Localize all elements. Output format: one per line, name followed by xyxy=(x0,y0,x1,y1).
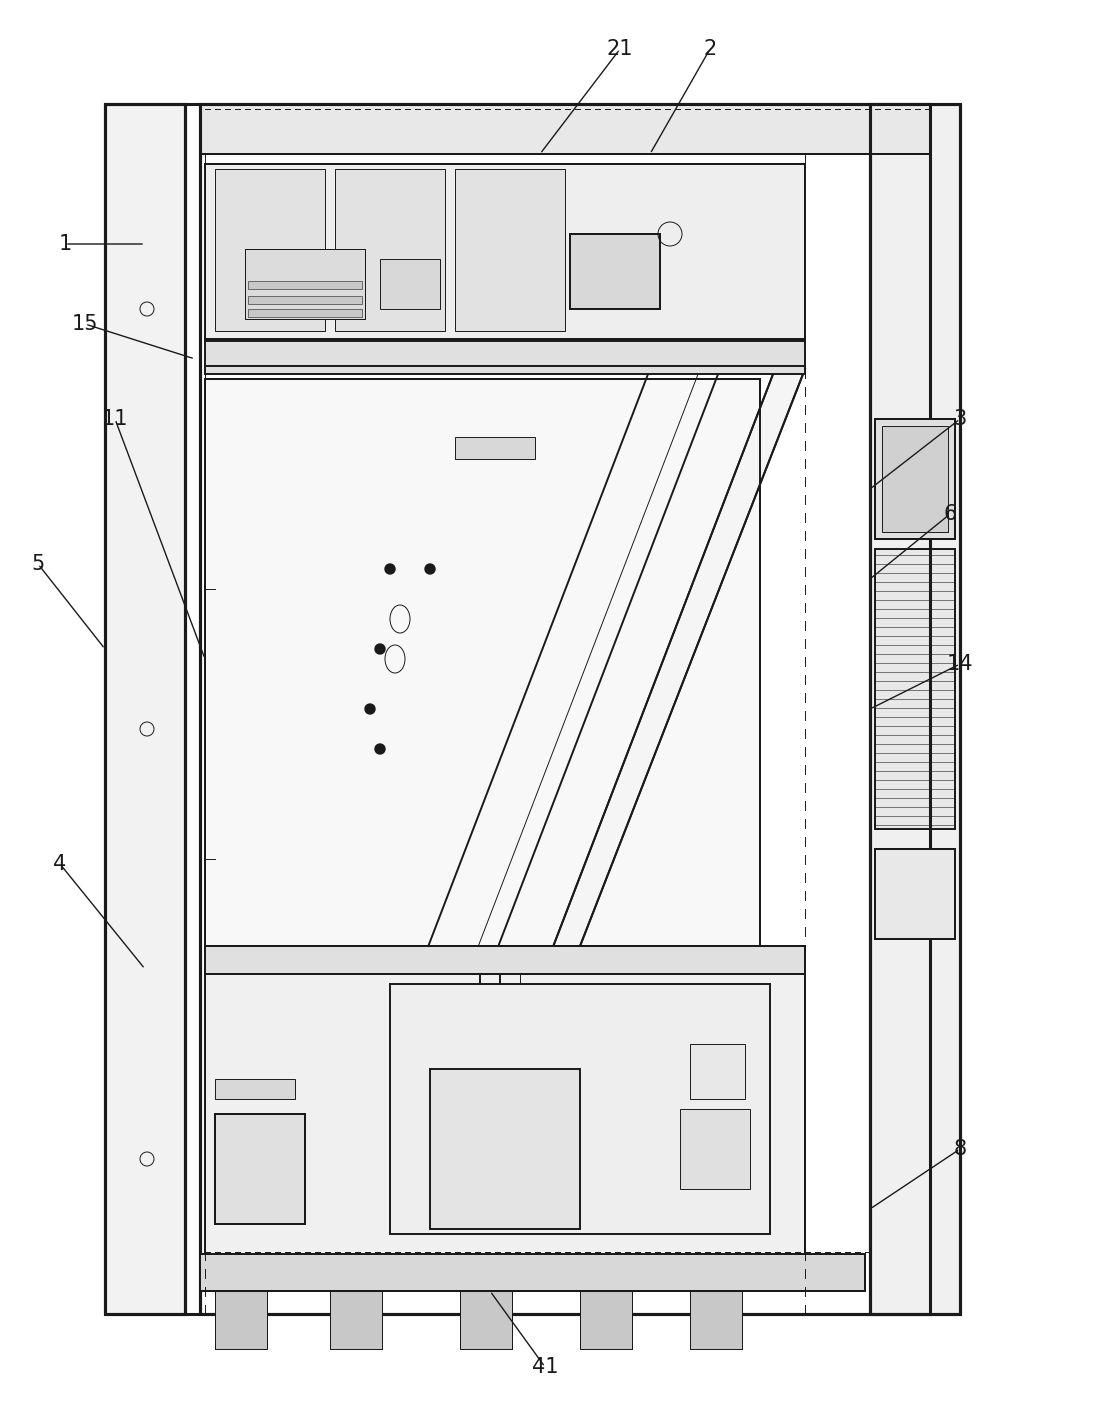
Circle shape xyxy=(385,564,395,573)
Bar xyxy=(205,379,760,950)
Text: 5: 5 xyxy=(31,554,44,573)
Bar xyxy=(875,418,955,540)
Bar xyxy=(245,249,365,318)
Bar xyxy=(875,850,955,938)
Bar xyxy=(199,104,930,1315)
Text: 41: 41 xyxy=(532,1357,559,1377)
Bar xyxy=(205,163,804,340)
Bar xyxy=(580,1291,633,1348)
Bar xyxy=(430,1069,580,1229)
Bar xyxy=(215,169,325,331)
Bar xyxy=(199,104,930,1315)
Text: 2: 2 xyxy=(703,39,716,59)
Text: 1: 1 xyxy=(58,234,72,254)
Bar xyxy=(215,1079,295,1099)
Circle shape xyxy=(365,704,375,714)
Bar xyxy=(390,983,770,1234)
Text: 21: 21 xyxy=(607,39,634,59)
Bar xyxy=(460,1291,512,1348)
Bar xyxy=(869,104,960,1315)
Bar xyxy=(690,1291,742,1348)
Bar xyxy=(199,1254,865,1291)
Bar xyxy=(570,234,660,309)
Circle shape xyxy=(425,564,435,573)
Bar xyxy=(570,234,660,309)
Bar xyxy=(205,163,804,340)
Bar xyxy=(205,974,804,1254)
Bar xyxy=(248,296,361,304)
Text: 15: 15 xyxy=(72,314,98,334)
Polygon shape xyxy=(435,369,804,1254)
Text: 8: 8 xyxy=(953,1138,966,1160)
Bar xyxy=(205,974,804,1254)
Bar xyxy=(205,945,804,974)
Bar xyxy=(329,1291,382,1348)
Text: 6: 6 xyxy=(943,504,957,524)
Bar xyxy=(105,104,185,1315)
Bar xyxy=(875,418,955,540)
Bar xyxy=(248,280,361,289)
Bar xyxy=(245,249,365,318)
Bar xyxy=(455,437,534,459)
Bar xyxy=(460,1291,512,1348)
Bar xyxy=(205,366,804,373)
Circle shape xyxy=(375,644,385,654)
Bar xyxy=(875,550,955,828)
Bar xyxy=(869,104,960,1315)
Bar xyxy=(329,1291,382,1348)
Bar xyxy=(199,104,930,154)
Bar xyxy=(875,850,955,938)
Circle shape xyxy=(375,744,385,754)
Text: 4: 4 xyxy=(53,854,66,874)
Bar xyxy=(215,1115,305,1224)
Bar xyxy=(205,341,804,369)
Bar xyxy=(205,945,804,974)
Text: 14: 14 xyxy=(947,654,973,674)
Text: 3: 3 xyxy=(953,409,966,428)
Bar xyxy=(580,1291,633,1348)
Bar xyxy=(215,1291,267,1348)
Bar xyxy=(105,104,185,1315)
Bar xyxy=(380,259,440,309)
Bar xyxy=(680,1109,750,1189)
Bar xyxy=(215,1115,305,1224)
Text: 11: 11 xyxy=(101,409,128,428)
Bar xyxy=(690,1044,745,1099)
Bar xyxy=(875,550,955,828)
Bar xyxy=(882,426,948,533)
Bar xyxy=(248,309,361,317)
Bar xyxy=(205,379,760,950)
Bar xyxy=(199,104,930,154)
Bar xyxy=(455,169,565,331)
Bar xyxy=(215,1291,267,1348)
Bar xyxy=(690,1291,742,1348)
Bar xyxy=(199,1254,865,1291)
Bar xyxy=(335,169,445,331)
